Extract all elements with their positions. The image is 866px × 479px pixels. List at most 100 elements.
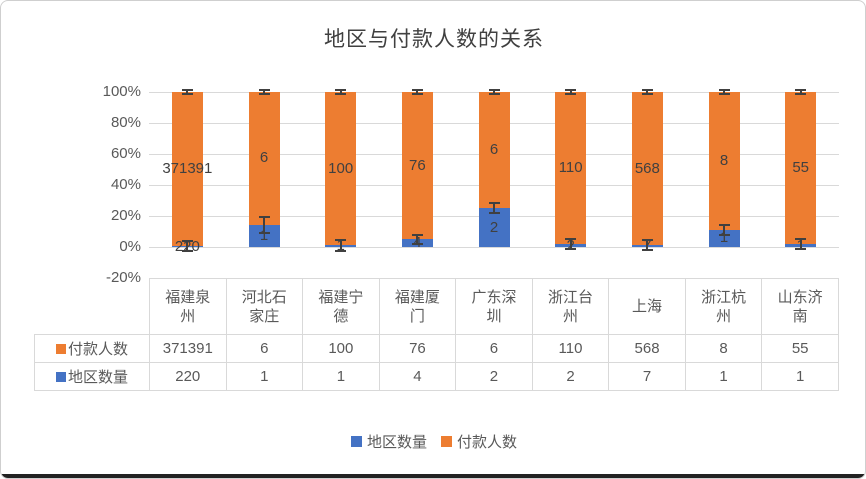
error-bar-cap (335, 88, 347, 91)
table-category-header: 福建厦门 (378, 278, 457, 335)
error-bar-cap (411, 88, 423, 91)
bar-segment-payers[interactable] (401, 92, 433, 240)
error-bar (181, 239, 193, 253)
error-bar (565, 238, 577, 251)
legend-item[interactable]: 地区数量 (350, 431, 427, 452)
error-bar (718, 88, 730, 96)
error-bar-cap (181, 93, 193, 96)
error-bar-cap (411, 242, 423, 245)
series-swatch-icon (55, 343, 66, 354)
error-bar (258, 88, 270, 96)
table-category-header: 河北石家庄 (225, 278, 304, 335)
error-bar-stem (416, 233, 419, 245)
stacked-bar[interactable] (478, 92, 510, 247)
error-bar-cap (488, 93, 500, 96)
error-bar (641, 88, 653, 96)
data-label-payers: 100 (328, 159, 354, 177)
bar-segment-regions[interactable] (708, 229, 740, 247)
error-bar-stem (646, 88, 649, 96)
y-axis-tick-label: -20% (105, 269, 141, 286)
window-bottom-edge (1, 474, 865, 478)
stacked-bar[interactable] (555, 92, 587, 247)
bar-segment-payers[interactable] (631, 92, 663, 246)
bar-segment-payers[interactable] (325, 92, 357, 246)
table-value-cell: 7 (608, 362, 686, 391)
chart-legend: 地区数量 付款人数 (1, 431, 865, 452)
error-bar-stem (646, 238, 649, 252)
stacked-bar[interactable] (708, 92, 740, 247)
error-bar-cap (411, 233, 423, 236)
error-bar (335, 239, 347, 252)
error-bar-cap (565, 88, 577, 91)
error-bar-cap (181, 239, 193, 242)
table-value-cell: 1 (684, 362, 763, 391)
legend-label: 地区数量 (366, 434, 427, 451)
table-value-cell: 110 (531, 334, 610, 363)
y-axis-tick-label: 20% (110, 207, 141, 224)
bar-segment-payers[interactable] (171, 92, 203, 246)
error-bar-cap (258, 215, 270, 218)
error-bar (641, 238, 653, 252)
data-label-payers: 8 (719, 151, 729, 169)
error-bar-stem (416, 88, 419, 96)
table-value-cell: 6 (225, 334, 304, 363)
error-bar-cap (795, 248, 807, 251)
stacked-bar[interactable] (631, 92, 663, 247)
stacked-bar[interactable] (325, 92, 357, 247)
error-bar-cap (258, 88, 270, 91)
bar-segment-regions[interactable] (478, 208, 510, 247)
error-bar-cap (641, 93, 653, 96)
legend-item[interactable]: 付款人数 (441, 431, 517, 452)
error-bar-cap (488, 212, 500, 215)
error-bar (258, 215, 270, 235)
error-bar-cap (181, 88, 193, 91)
data-label-payers: 371391 (162, 160, 213, 177)
legend-label: 付款人数 (457, 434, 518, 451)
error-bar-stem (186, 239, 189, 253)
error-bar-stem (723, 223, 725, 236)
table-category-header: 山东济南 (761, 278, 839, 335)
table-row-header: 付款人数 (34, 334, 150, 363)
data-label-payers: 568 (634, 159, 660, 177)
error-bar (335, 88, 347, 96)
error-bar-cap (258, 93, 270, 96)
y-axis-tick-label: 80% (110, 114, 141, 131)
bar-segment-payers[interactable] (785, 92, 817, 245)
table-category-header: 福建宁德 (302, 278, 380, 335)
error-bar-stem (186, 88, 189, 96)
bar-segment-regions[interactable] (248, 224, 280, 247)
table-category-header: 广东深圳 (455, 278, 533, 335)
table-value-cell: 8 (684, 334, 763, 363)
series-swatch-icon (55, 371, 66, 382)
error-bar-stem (339, 239, 342, 252)
error-bar-cap (335, 239, 347, 242)
bar-segment-payers[interactable] (555, 92, 587, 245)
data-label-payers: 6 (489, 141, 499, 159)
error-bar-stem (799, 88, 802, 96)
error-bar (718, 223, 730, 236)
table-value-cell: 2 (455, 362, 533, 391)
error-bar-cap (641, 249, 653, 252)
bar-segment-payers[interactable] (708, 92, 740, 230)
error-bar (488, 202, 500, 215)
error-bar-stem (493, 202, 495, 215)
data-label-payers: 110 (558, 159, 583, 177)
error-bar (795, 238, 807, 251)
plot-area: 371391220611001764621102568781551 (149, 88, 839, 279)
error-bar-stem (723, 88, 725, 96)
data-label-regions: 1 (719, 229, 729, 247)
bar-segment-payers[interactable] (478, 92, 510, 209)
error-bar-stem (339, 88, 342, 96)
error-bar-stem (799, 238, 802, 251)
legend-swatch-icon (350, 436, 362, 447)
error-bar-cap (335, 249, 347, 252)
bar-segment-payers[interactable] (248, 92, 280, 225)
error-bar-cap (335, 93, 347, 96)
table-value-cell: 1 (225, 362, 304, 391)
table-value-cell: 76 (378, 334, 457, 363)
error-bar-cap (795, 93, 807, 96)
error-bar (565, 88, 577, 96)
stacked-bar[interactable] (248, 92, 280, 247)
error-bar-cap (795, 88, 807, 91)
error-bar-cap (641, 238, 653, 241)
